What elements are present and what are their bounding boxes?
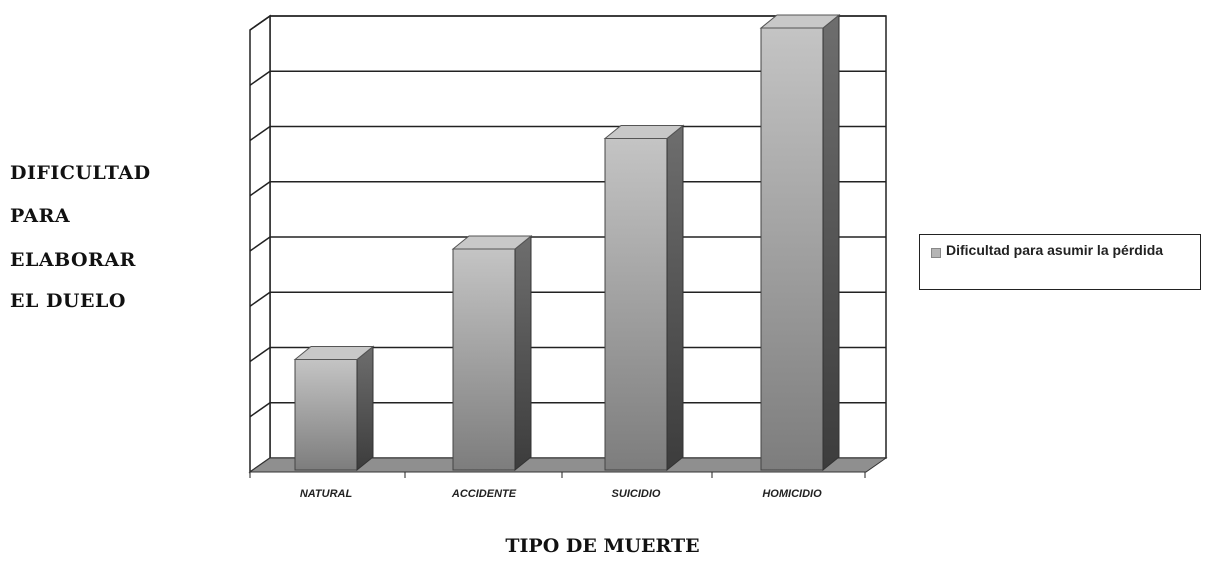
bar-natural — [293, 345, 375, 472]
bar-accidente — [451, 234, 533, 472]
gridline-side — [249, 346, 271, 363]
y-axis-label-line-2: PARA — [10, 205, 71, 227]
bar-front — [452, 248, 516, 471]
x-tick-label-suicidio: SUICIDIO — [612, 488, 661, 500]
bar-front — [604, 138, 668, 471]
bar-top — [603, 125, 685, 139]
bar-suicidio — [603, 124, 685, 472]
y-axis-label-line-1: DIFICULTAD — [10, 162, 151, 184]
x-tick-label-homicidio: HOMICIDIO — [762, 488, 822, 500]
bar-homicidio — [759, 13, 841, 472]
bar-side — [514, 234, 532, 472]
bar-top — [451, 235, 533, 250]
gridline-side — [249, 181, 271, 197]
bar-top — [293, 346, 375, 360]
legend-label: Dificultad para asumir la pérdida — [946, 242, 1164, 258]
bar-side — [356, 345, 374, 472]
x-axis-label: TIPO DE MUERTE — [505, 535, 700, 557]
x-tick-label-accidente: ACCIDENTE — [451, 488, 517, 500]
gridline-side — [249, 15, 271, 31]
y-axis-label-line-3: ELABORAR — [10, 249, 136, 271]
legend: Dificultad para asumir la pérdida — [919, 234, 1201, 290]
gridline-side — [249, 236, 271, 252]
bar-front — [294, 359, 358, 471]
bar-side — [666, 124, 684, 472]
gridline-side — [249, 402, 271, 418]
bar-front — [760, 27, 824, 471]
gridline-side — [249, 291, 271, 307]
y-axis-label-line-4: EL DUELO — [10, 290, 126, 312]
bar-side — [822, 13, 840, 472]
gridline-side — [249, 70, 271, 86]
gridline-side — [249, 125, 271, 142]
x-tick-label-natural: NATURAL — [300, 488, 353, 500]
legend-swatch — [931, 248, 941, 258]
bar-top — [759, 14, 841, 29]
